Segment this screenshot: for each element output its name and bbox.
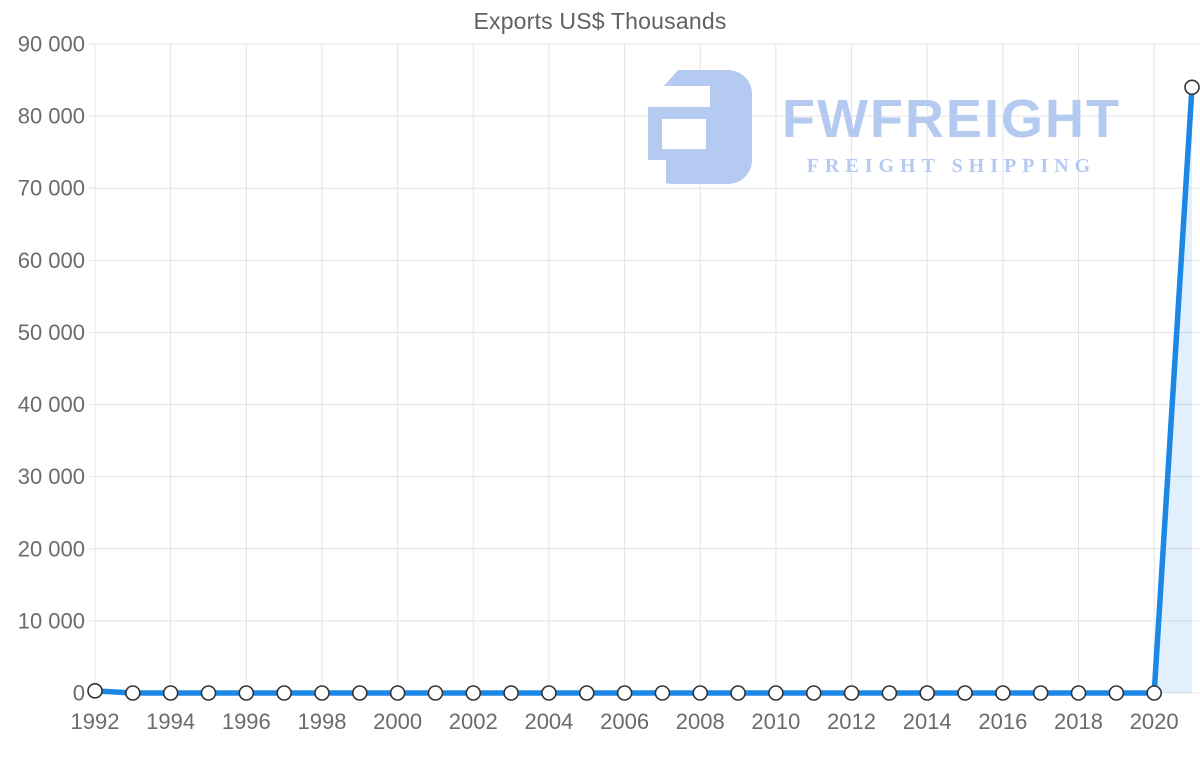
x-tick-label: 2008 [676, 709, 725, 734]
chart-title: Exports US$ Thousands [473, 8, 727, 34]
series-area [95, 87, 1192, 694]
x-tick-label: 2002 [449, 709, 498, 734]
x-tick-label: 1992 [71, 709, 120, 734]
y-tick-label: 70 000 [18, 176, 85, 201]
data-point[interactable] [578, 685, 595, 701]
y-tick-label: 80 000 [18, 104, 85, 129]
x-tick-label: 2000 [373, 709, 422, 734]
data-point[interactable] [238, 685, 255, 701]
data-point[interactable] [1070, 685, 1087, 701]
data-point[interactable] [1146, 685, 1162, 701]
data-point[interactable] [1184, 79, 1200, 96]
y-tick-label: 30 000 [18, 464, 85, 489]
data-point[interactable] [654, 685, 671, 701]
data-point[interactable] [314, 685, 330, 701]
data-point[interactable] [125, 685, 141, 701]
data-point[interactable] [541, 685, 557, 701]
data-point[interactable] [919, 685, 936, 701]
data-point[interactable] [881, 685, 898, 701]
data-point[interactable] [200, 685, 217, 701]
data-point[interactable] [389, 685, 406, 701]
data-point[interactable] [957, 685, 973, 701]
data-point[interactable] [276, 685, 292, 701]
y-tick-label: 40 000 [18, 392, 85, 417]
data-point[interactable] [427, 685, 444, 701]
data-point[interactable] [768, 685, 784, 701]
data-point[interactable] [351, 685, 368, 701]
data-point[interactable] [995, 685, 1011, 701]
data-point[interactable] [843, 685, 860, 701]
x-tick-label: 1996 [222, 709, 271, 734]
data-point[interactable] [87, 683, 103, 699]
y-tick-label: 10 000 [18, 608, 85, 633]
y-tick-label: 50 000 [18, 320, 85, 345]
x-tick-label: 2012 [827, 709, 876, 734]
x-tick-label: 1994 [146, 709, 195, 734]
y-tick-label: 20 000 [18, 536, 85, 561]
y-tick-label: 60 000 [18, 248, 85, 273]
x-tick-label: 2018 [1054, 709, 1103, 734]
x-tick-label: 2014 [903, 709, 952, 734]
x-tick-label: 2004 [524, 709, 573, 734]
series-line [92, 84, 1195, 696]
data-point[interactable] [805, 685, 822, 701]
data-point[interactable] [616, 685, 633, 701]
data-point[interactable] [503, 685, 519, 701]
y-tick-label: 0 [73, 681, 85, 706]
x-tick-label: 2016 [978, 709, 1027, 734]
data-point[interactable] [465, 685, 482, 701]
y-tick-label: 90 000 [18, 32, 85, 57]
data-point[interactable] [730, 685, 746, 701]
data-point[interactable] [162, 685, 179, 701]
x-tick-label: 1998 [297, 709, 346, 734]
data-point[interactable] [1108, 685, 1125, 701]
data-point[interactable] [692, 685, 709, 701]
data-point[interactable] [1032, 685, 1049, 701]
x-tick-label: 2006 [600, 709, 649, 734]
x-tick-label: 2010 [751, 709, 800, 734]
x-tick-label: 2020 [1130, 709, 1179, 734]
